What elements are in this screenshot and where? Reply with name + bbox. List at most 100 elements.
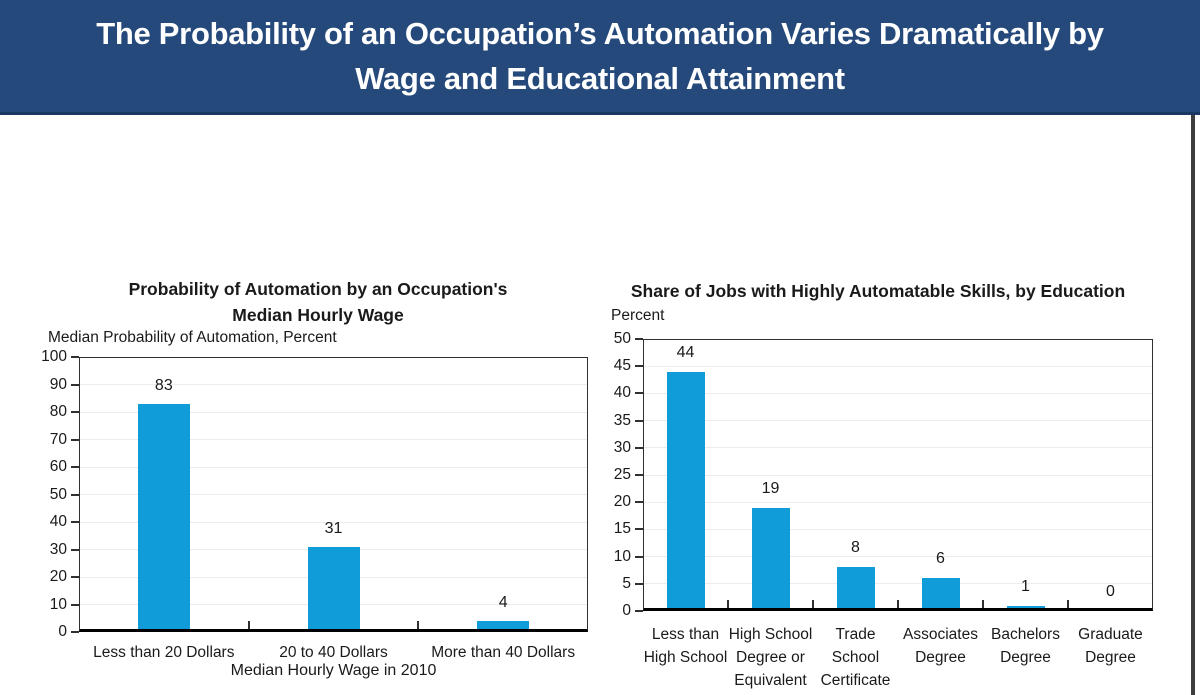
y-tick-mark — [635, 338, 643, 340]
y-tick-mark — [635, 446, 643, 449]
y-axis-unit-label: Percent — [611, 307, 665, 324]
gridline — [79, 439, 588, 440]
gridline — [643, 528, 1153, 530]
y-tick-label: 20 — [49, 568, 67, 585]
header-banner: The Probability of an Occupation’s Autom… — [0, 0, 1200, 115]
x-category-label: Graduate — [1078, 626, 1143, 643]
y-tick-label: 60 — [49, 458, 67, 475]
x-category-label: Trade — [835, 626, 876, 643]
y-tick-mark — [71, 356, 79, 358]
y-tick-label: 15 — [613, 520, 631, 538]
gridline — [643, 474, 1153, 476]
x-category-label: Less than 20 Dollars — [93, 644, 235, 661]
y-tick-mark — [635, 528, 643, 531]
x-tick-mark — [247, 621, 250, 629]
y-tick-mark — [71, 548, 79, 551]
chart-title: Median Hourly Wage — [232, 305, 404, 325]
x-category-label: 20 to 40 Dollars — [279, 644, 388, 661]
y-tick-mark — [635, 610, 643, 612]
x-axis-title: Median Hourly Wage in 2010 — [230, 662, 437, 679]
x-category-label: Equivalent — [734, 672, 807, 689]
gridline — [79, 466, 588, 468]
x-category-label: Bachelors — [991, 626, 1060, 643]
y-tick-label: 20 — [613, 493, 631, 511]
x-category-label: Associates — [903, 626, 978, 643]
x-tick-mark — [982, 600, 984, 608]
x-category-label: High School — [728, 626, 813, 643]
bar-less-than-20-dollars — [137, 403, 190, 632]
gridline — [643, 392, 1153, 394]
x-category-label: Degree — [1000, 649, 1051, 666]
page-title-line1: The Probability of an Occupation’s Autom… — [96, 16, 1104, 51]
y-tick-label: 45 — [613, 357, 631, 375]
y-axis-unit-label: Median Probability of Automation, Percen… — [48, 329, 337, 346]
y-tick-label: 100 — [41, 348, 67, 365]
y-tick-mark — [71, 438, 79, 441]
bar-value-graduate-degree: 0 — [1106, 583, 1115, 600]
y-tick-mark — [635, 474, 643, 476]
y-tick-mark — [71, 383, 79, 386]
y-tick-label: 10 — [49, 595, 67, 613]
bar-less-than-high-school — [666, 371, 705, 611]
y-tick-label: 70 — [49, 430, 67, 448]
y-tick-label: 50 — [49, 485, 67, 503]
x-category-label: School — [831, 649, 880, 666]
y-tick-mark — [635, 392, 643, 395]
bar-20-to-40-dollars — [307, 546, 360, 632]
gridline — [643, 365, 1153, 367]
y-tick-mark — [71, 466, 79, 468]
x-category-label: Degree or — [736, 649, 805, 666]
bar-value-more-than-40-dollars: 4 — [498, 594, 508, 611]
x-tick-mark — [727, 600, 729, 608]
y-tick-mark — [71, 493, 79, 496]
bar-value-20-to-40-dollars: 31 — [324, 519, 343, 537]
gridline — [79, 494, 588, 495]
bar-associates-degree — [921, 578, 960, 611]
y-tick-mark — [71, 521, 79, 523]
y-tick-label: 35 — [613, 411, 631, 429]
chart-title: Share of Jobs with Highly Automatable Sk… — [630, 281, 1126, 301]
plot-area — [643, 339, 1153, 611]
bar-value-trade-school-certificate: 8 — [851, 539, 860, 557]
gridline — [643, 420, 1153, 422]
page-border-right — [1191, 115, 1195, 695]
plot-area — [79, 357, 588, 632]
bar-value-less-than-high-school: 44 — [676, 343, 695, 361]
y-tick-mark — [635, 501, 643, 504]
gridline — [79, 384, 588, 385]
x-category-label: More than 40 Dollars — [431, 644, 576, 661]
bar-value-bachelors-degree: 1 — [1021, 577, 1030, 595]
y-tick-mark — [71, 576, 79, 578]
y-tick-mark — [635, 419, 643, 422]
x-category-label: Degree — [1085, 649, 1136, 666]
y-tick-mark — [635, 582, 643, 585]
y-tick-label: 80 — [49, 403, 67, 420]
y-tick-label: 5 — [622, 574, 631, 592]
y-tick-mark — [71, 631, 79, 633]
y-tick-label: 40 — [49, 513, 67, 530]
y-tick-label: 25 — [613, 466, 631, 483]
bar-value-high-school-degree-or-equivalent: 19 — [761, 479, 780, 497]
x-category-label: Less than — [651, 626, 720, 643]
gridline — [643, 501, 1153, 503]
y-tick-label: 0 — [622, 602, 631, 619]
x-tick-mark — [897, 600, 899, 608]
bar-more-than-40-dollars — [477, 621, 530, 632]
y-tick-label: 10 — [613, 547, 631, 565]
y-tick-label: 40 — [613, 384, 631, 402]
x-category-label: Certificate — [820, 672, 891, 689]
gridline — [643, 583, 1153, 585]
y-tick-label: 30 — [49, 540, 67, 558]
y-tick-mark — [635, 555, 643, 558]
gridline — [79, 411, 588, 413]
bar-value-less-than-20-dollars: 83 — [154, 376, 173, 394]
bar-value-associates-degree: 6 — [936, 550, 945, 568]
y-tick-label: 30 — [613, 438, 631, 456]
gridline — [643, 556, 1153, 558]
bar-trade-school-certificate — [836, 567, 875, 611]
y-tick-label: 90 — [49, 375, 67, 393]
y-tick-label: 50 — [613, 330, 631, 347]
